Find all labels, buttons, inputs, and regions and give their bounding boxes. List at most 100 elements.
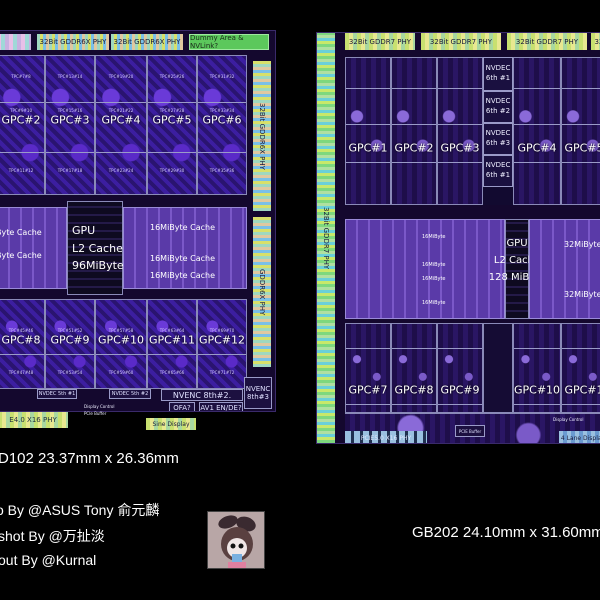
- gb202-gpc-5: GPC#5: [561, 57, 600, 205]
- ad102-display-phy: Sine Display: [146, 418, 196, 430]
- divider: [392, 124, 436, 125]
- ad102-top-phy-2: 32Bit GDDR6X PHY: [111, 34, 183, 50]
- divider: [46, 354, 94, 355]
- ad102-gpc-5: TPC#25#26 TPC#27#28 GPC#5 TPC#29#30: [147, 55, 197, 195]
- divider: [346, 162, 390, 163]
- gb202-gpc-1: GPC#1: [345, 57, 391, 205]
- tpc-label: TPC#51#52: [57, 328, 83, 333]
- gb202-pcie-buffer: PCIE Buffer: [455, 425, 485, 437]
- cache-slice-label: 32MiByte: [564, 240, 600, 249]
- gb202-gpc-row-bottom: GPC#7 GPC#8 GPC#9 GPC#10 GPC#1: [345, 323, 600, 413]
- ad102-gpc-row-top: TPC#7#8 TPC#9#10 GPC#2 TPC#11#12 TPC#13#…: [0, 55, 247, 195]
- tpc-label: TPC#15#16: [57, 108, 83, 113]
- ad102-nvdec-2: NVDEC 5th #2: [109, 389, 151, 399]
- tpc-label: TPC#57#58: [108, 328, 134, 333]
- gb202-nvdec-4: NVDEC 6th #1: [483, 155, 513, 187]
- divider: [562, 88, 600, 89]
- gpc-label: GPC#10: [97, 333, 145, 347]
- ad102-cache-left: Byte Cache Byte Cache: [0, 207, 67, 289]
- gb202-nvdec-2: NVDEC 6th #2: [483, 91, 513, 123]
- nvdec-line2: 6th #2: [485, 107, 511, 115]
- tpc-label: TPC#65#66: [159, 370, 185, 375]
- gpc-label: GPC#4: [517, 141, 557, 155]
- tpc-label: TPC#29#30: [159, 168, 185, 173]
- ad102-l2-label: GPU L2 Cache 96MiByte: [72, 222, 124, 275]
- cache-slice-label: 32MiByte: [564, 290, 600, 299]
- divider: [346, 124, 390, 125]
- tpc-label: TPC#33#34: [209, 108, 235, 113]
- divider: [198, 152, 246, 153]
- tpc-label: TPC#23#24: [108, 168, 134, 173]
- cache-slice-label: Byte Cache: [0, 251, 42, 260]
- tpc-label: TPC#35#36: [209, 168, 235, 173]
- tpc-label: TPC#53#54: [57, 370, 83, 375]
- divider: [346, 88, 390, 89]
- gb202-gpc-11: GPC#1: [561, 323, 600, 413]
- gpc-label: GPC#6: [202, 113, 242, 127]
- tpc-label: TPC#45#46: [8, 328, 34, 333]
- divider: [562, 162, 600, 163]
- divider: [148, 354, 196, 355]
- divider: [514, 88, 560, 89]
- l2-line-cache: L2 Cache: [493, 255, 541, 266]
- tpc-label: TPC#63#64: [159, 328, 185, 333]
- gb202-caption: GB202 24.10mm x 31.60mm: [412, 524, 600, 541]
- l2-line-size: 96MiByte: [72, 259, 124, 273]
- gpc-label: GPC#3: [50, 113, 90, 127]
- gb202-gpc-4: GPC#4: [513, 57, 561, 205]
- gb202-center-column: [483, 323, 513, 413]
- ad102-nvenc-3: NVENC 8th#3: [244, 377, 272, 409]
- cache-slice-label: 16MiByte: [422, 276, 446, 282]
- l2-line-gpu: GPU: [72, 224, 96, 237]
- ad102-display-control: Display Control: [84, 404, 115, 409]
- gb202-gpc-2: GPC#2: [391, 57, 437, 205]
- divider: [148, 152, 196, 153]
- cache-slice-label: 16MiByte: [422, 234, 446, 240]
- nvenc3-line2: 8th#3: [247, 393, 269, 401]
- divider: [514, 404, 560, 405]
- gpc-label: GPC#9: [440, 383, 480, 397]
- cache-slice-label: Byte Cache: [0, 228, 42, 237]
- divider: [562, 348, 600, 349]
- gb202-gpc-3: GPC#3: [437, 57, 483, 205]
- gb202-gpc-7: GPC#7: [345, 323, 391, 413]
- author-avatar: [207, 511, 265, 569]
- l2-line-size: 128 MiByte: [488, 272, 546, 283]
- divider: [392, 348, 436, 349]
- gpc-label: GPC#1: [564, 383, 600, 397]
- nvdec-line2: 6th #1: [485, 74, 511, 82]
- l2-line-cache: L2 Cache: [72, 241, 123, 255]
- divider: [514, 348, 560, 349]
- gpc-label: GPC#3: [440, 141, 480, 155]
- divider: [392, 404, 436, 405]
- ad102-pcie-buffer: PCIe Buffer: [84, 411, 107, 416]
- cache-slice-label: 16MiByte: [422, 262, 446, 268]
- divider: [392, 88, 436, 89]
- gpc-label: GPC#2: [394, 141, 434, 155]
- divider: [438, 88, 482, 89]
- ad102-gpc-11: TPC#63#64 GPC#11 TPC#65#66: [147, 299, 197, 389]
- avatar-illustration-icon: [208, 512, 264, 568]
- gpc-label: GPC#8: [1, 333, 41, 347]
- divider: [562, 404, 600, 405]
- cache-slice-label: 16MiByte Cache: [150, 254, 216, 263]
- divider: [96, 354, 146, 355]
- gb202-display-control: Display Control: [553, 417, 584, 422]
- gb202-gpc-row-top: GPC#1 GPC#2 GPC#3 NVDEC 6th #1 NVDEC 6th #…: [345, 57, 600, 205]
- gb202-pcie-phy: PCIE5.0 X16 PHY: [345, 431, 427, 443]
- ad102-nvlink-area: Dummy Area & NVLink?: [189, 34, 269, 50]
- divider: [0, 152, 44, 153]
- tpc-label: TPC#27#28: [159, 108, 185, 113]
- ad102-gpc-12: TPC#69#70 GPC#12 TPC#71#72: [197, 299, 247, 389]
- divider: [346, 404, 390, 405]
- gb202-gpc-8: GPC#8: [391, 323, 437, 413]
- divider: [346, 348, 390, 349]
- ad102-gpc-row-bottom: TPC#45#46 GPC#8 TPC#47#48 TPC#51#52 GPC#…: [0, 299, 247, 389]
- gpc-label: GPC#11: [148, 333, 196, 347]
- tpc-label: TPC#59#60: [108, 370, 134, 375]
- gpc-label: GPC#5: [564, 141, 600, 155]
- ad102-cache-right: 16MiByte Cache 16MiByte Cache 16MiByte C…: [123, 207, 247, 289]
- gpc-label: GPC#10: [514, 383, 561, 397]
- l2-line-gpu: GPU: [506, 238, 528, 249]
- ad102-nvenc-2: NVENC 8th#2.: [161, 389, 243, 401]
